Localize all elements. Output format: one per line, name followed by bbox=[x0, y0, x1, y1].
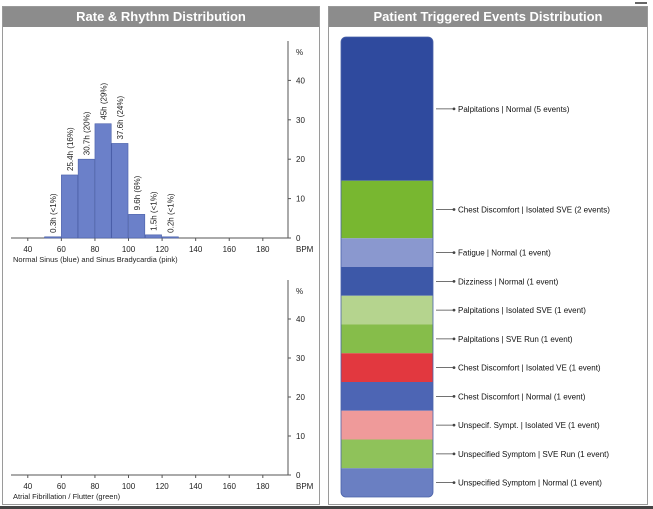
events-leader-dot-1 bbox=[452, 208, 456, 211]
hist0-x-tick-label: 80 bbox=[90, 245, 99, 254]
hist0-x-tick-label: 180 bbox=[256, 245, 270, 254]
hist0-bar-label-6: 1.5h (<1%) bbox=[150, 191, 159, 231]
events-segment-4 bbox=[341, 295, 433, 325]
hist0-bar-2 bbox=[77, 158, 95, 239]
events-title: Patient Triggered Events Distribution bbox=[329, 7, 647, 27]
hist1-y-tick-label: 20 bbox=[296, 393, 305, 402]
hist0-x-tick-label: 120 bbox=[155, 245, 169, 254]
hist0-x-tick-label: 140 bbox=[189, 245, 203, 254]
events-segment-3 bbox=[341, 267, 433, 296]
hist0-bar-label-2: 30.7h (20%) bbox=[83, 111, 92, 155]
hist0-bar-label-0: 0.3h (<1%) bbox=[49, 193, 58, 233]
events-segment-label-9: Unspecified Symptom | SVE Run (1 event) bbox=[458, 450, 609, 459]
hist0-y-unit: % bbox=[296, 48, 303, 57]
rate-rhythm-title: Rate & Rhythm Distribution bbox=[3, 7, 319, 27]
events-segment-2 bbox=[341, 238, 433, 267]
events-leader-dot-5 bbox=[452, 337, 456, 341]
hist0-x-axis-title: Normal Sinus (blue) and Sinus Bradycardi… bbox=[13, 255, 178, 264]
hist0-y-tick-label: 40 bbox=[296, 76, 305, 85]
events-stacked-bar bbox=[341, 37, 433, 497]
hist1-y-tick-label: 10 bbox=[296, 432, 305, 441]
events-segment-label-6: Chest Discomfort | Isolated VE (1 event) bbox=[458, 364, 601, 373]
hist1-x-tick-label: 180 bbox=[256, 482, 270, 491]
hist1-x-axis-title: Atrial Fibrillation / Flutter (green) bbox=[13, 492, 121, 501]
hist0-y-tick-label: 20 bbox=[296, 155, 305, 164]
hist0-bar-label-5: 9.6h (6%) bbox=[133, 175, 142, 210]
events-panel: Patient Triggered Events Distribution Pa… bbox=[328, 6, 648, 505]
events-bar-outline bbox=[340, 36, 434, 498]
hist0-bar-label-4: 37.6h (24%) bbox=[116, 96, 125, 140]
hist0-bar-label-1: 25.4h (16%) bbox=[66, 127, 75, 171]
hist1-y-tick-label: 30 bbox=[296, 354, 305, 363]
bottom-strip bbox=[0, 506, 653, 509]
events-leader-dot-8 bbox=[452, 423, 456, 427]
hist0-x-unit: BPM bbox=[296, 245, 314, 254]
hist0-y-tick-label: 0 bbox=[296, 234, 301, 243]
events-leader-dot-7 bbox=[452, 394, 456, 398]
hist1-x-tick-label: 40 bbox=[23, 482, 32, 491]
hist1-x-tick-label: 80 bbox=[90, 482, 99, 491]
events-segment-10 bbox=[341, 468, 433, 497]
events-segment-8 bbox=[341, 410, 433, 440]
hist0-x-tick-label: 100 bbox=[122, 245, 136, 254]
events-segment-9 bbox=[341, 439, 433, 469]
events-segment-label-3: Dizziness | Normal (1 event) bbox=[458, 277, 559, 286]
events-segment-label-10: Unspecified Symptom | Normal (1 event) bbox=[458, 479, 602, 488]
events-leader-dot-4 bbox=[452, 308, 456, 312]
events-segment-label-0: Palpitations | Normal (5 events) bbox=[458, 105, 570, 114]
hist1-x-tick-label: 160 bbox=[223, 482, 237, 491]
events-segment-label-5: Palpitations | SVE Run (1 event) bbox=[458, 335, 573, 344]
events-segment-label-7: Chest Discomfort | Normal (1 event) bbox=[458, 392, 586, 401]
hist0-bar-6 bbox=[145, 234, 162, 239]
rate-rhythm-panel: Rate & Rhythm Distribution 0 10 20 30 40% 40 6… bbox=[2, 6, 320, 505]
hist1-y-tick-label: 40 bbox=[296, 315, 305, 324]
hist0-bar-5 bbox=[128, 214, 146, 239]
hist0-x-tick-label: 40 bbox=[23, 245, 32, 254]
events-leader-dot-6 bbox=[452, 366, 456, 370]
hist1-y-tick-label: 0 bbox=[296, 471, 301, 480]
hist1-x-tick-label: 100 bbox=[122, 482, 136, 491]
events-leader-dot-10 bbox=[452, 481, 456, 485]
events-leader-dot-3 bbox=[452, 279, 456, 283]
events-chart: Palpitations | Normal (5 events) Chest Di… bbox=[340, 36, 610, 498]
hist0-bar-3 bbox=[94, 123, 112, 239]
hist0-bar-0 bbox=[44, 236, 62, 239]
hist0-bar-4 bbox=[111, 143, 129, 239]
hist1-x-tick-label: 120 bbox=[155, 482, 169, 491]
events-segment-6 bbox=[341, 353, 433, 382]
events-leader-dot-2 bbox=[452, 251, 456, 255]
events-segment-label-8: Unspecif. Sympt. | Isolated VE (1 event) bbox=[458, 421, 600, 430]
hist0-x-tick-label: 60 bbox=[57, 245, 66, 254]
hist0-bar-7 bbox=[161, 236, 179, 239]
hist0-x-tick-label: 160 bbox=[223, 245, 237, 254]
events-segment-1 bbox=[341, 180, 433, 239]
events-segment-0 bbox=[341, 37, 433, 181]
hist0-bar-label-3: 45h (29%) bbox=[99, 82, 108, 119]
events-segment-label-1: Chest Discomfort | Isolated SVE (2 event… bbox=[458, 206, 610, 215]
events-leader-dot-9 bbox=[452, 452, 456, 456]
events-segment-7 bbox=[341, 382, 433, 411]
hist0-y-tick-label: 10 bbox=[296, 195, 305, 204]
hist0-bar-label-7: 0.2h (<1%) bbox=[166, 193, 175, 233]
hist1-x-unit: BPM bbox=[296, 482, 314, 491]
hist0-y-tick-label: 30 bbox=[296, 116, 305, 125]
events-leader-dot-0 bbox=[452, 107, 456, 111]
events-segment-label-2: Fatigue | Normal (1 event) bbox=[458, 249, 551, 258]
events-segment-label-4: Palpitations | Isolated SVE (1 event) bbox=[458, 306, 586, 315]
events-segment-5 bbox=[341, 324, 433, 354]
hist1-x-tick-label: 140 bbox=[189, 482, 203, 491]
corner-mark bbox=[635, 2, 647, 4]
hist1-x-tick-label: 60 bbox=[57, 482, 66, 491]
hist1-y-unit: % bbox=[296, 287, 303, 296]
hist0-bar-1 bbox=[61, 174, 78, 239]
